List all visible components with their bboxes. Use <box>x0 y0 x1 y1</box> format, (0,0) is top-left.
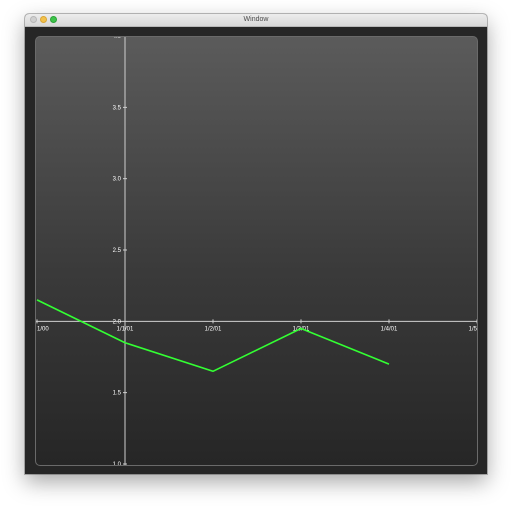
y-tick-label: 1.0 <box>113 462 122 465</box>
plot-panel[interactable]: 1/00 1/1/01 1/2/01 1/3/01 1/4/01 1/5 1.0 1.5 2.0… <box>35 36 478 466</box>
y-tick-label: 4.0 <box>113 37 122 40</box>
minimize-window-button[interactable] <box>40 16 47 23</box>
y-tick-label: 3.0 <box>113 177 122 183</box>
x-tick-label: 1/1/01 <box>117 326 134 332</box>
close-window-button[interactable] <box>30 16 37 23</box>
x-tick-label: 1/5 <box>469 326 477 332</box>
series-line <box>36 299 390 373</box>
y-tick-label: 3.5 <box>113 105 122 111</box>
zoom-window-button[interactable] <box>50 16 57 23</box>
window-title: Window <box>243 16 269 23</box>
window-content: 1/00 1/1/01 1/2/01 1/3/01 1/4/01 1/5 1.0 1.5 2.0… <box>25 27 487 474</box>
app-window: Window 1/00 1/1/01 1/2/01 1/3/01 1/4/01 1/5 1.… <box>25 14 487 474</box>
x-tick-label: 1/2/01 <box>205 326 222 332</box>
y-tick-label: 1.5 <box>113 391 122 397</box>
x-tick-label: 1/4/01 <box>381 326 398 332</box>
y-tick-label: 2.5 <box>113 248 122 254</box>
title-bar[interactable]: Window <box>25 14 487 27</box>
y-tick-label: 2.0 <box>113 319 122 325</box>
x-tick-label: 1/00 <box>37 326 49 332</box>
line-chart[interactable]: 1/00 1/1/01 1/2/01 1/3/01 1/4/01 1/51.01.52.0… <box>36 37 477 465</box>
